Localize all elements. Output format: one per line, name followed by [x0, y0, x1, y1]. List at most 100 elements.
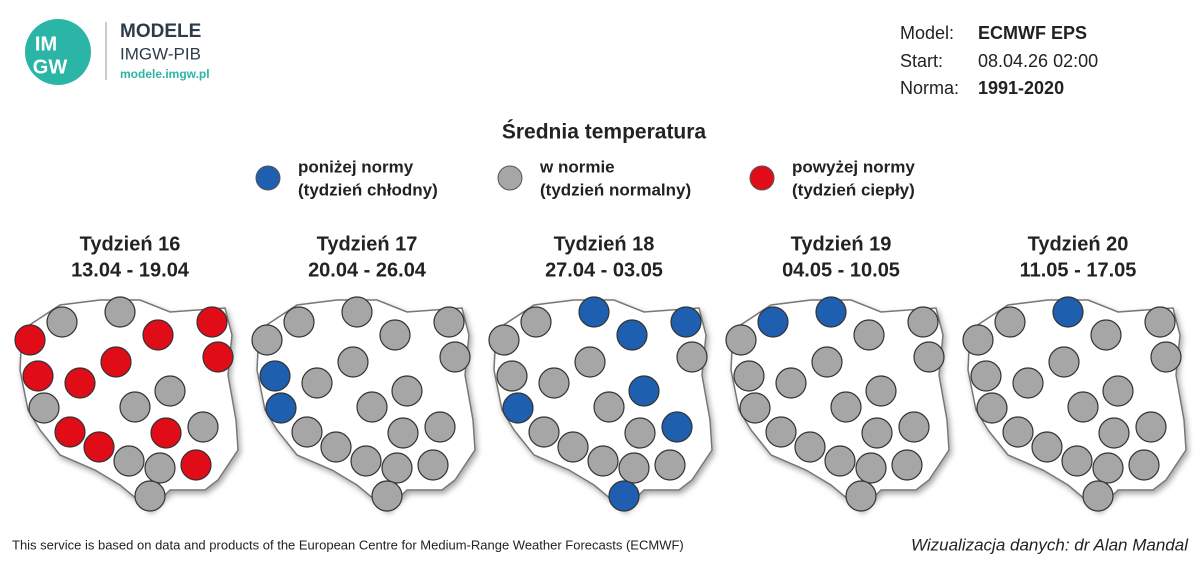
info-value: ECMWF EPS: [978, 23, 1087, 43]
region-marker: [891, 449, 923, 481]
region-marker: [661, 411, 693, 443]
region-marker: [291, 416, 323, 448]
legend-label: (tydzień normalny): [540, 180, 691, 199]
credit: Wizualizacja danych: dr Alan Mandal: [911, 535, 1189, 554]
info-label: Norma:: [900, 78, 959, 98]
region-marker: [379, 319, 411, 351]
region-marker: [356, 391, 388, 423]
logo-text: IM: [35, 33, 57, 55]
region-marker: [913, 341, 945, 373]
legend-swatch: [749, 165, 775, 191]
region-marker: [1144, 306, 1176, 338]
week-map: Tydzień 19 04.05 - 10.05: [725, 233, 950, 512]
region-marker: [811, 346, 843, 378]
region-marker: [104, 296, 136, 328]
info-label: Model:: [900, 23, 954, 43]
region-marker: [865, 375, 897, 407]
region-marker: [794, 431, 826, 463]
region-marker: [624, 417, 656, 449]
week-dates: 04.05 - 10.05: [782, 259, 900, 281]
week-dates: 11.05 - 17.05: [1020, 259, 1137, 281]
logo-text: GW: [33, 56, 68, 78]
logo: IM GW MODELE IMGW-PIB modele.imgw.pl: [25, 19, 210, 85]
region-marker: [725, 324, 757, 356]
region-marker: [341, 296, 373, 328]
region-marker: [578, 296, 610, 328]
region-marker: [54, 416, 86, 448]
week-map: Tydzień 16 13.04 - 19.04: [14, 233, 239, 512]
week-name: Tydzień 18: [554, 233, 655, 255]
region-marker: [855, 452, 887, 484]
region-marker: [46, 306, 78, 338]
region-marker: [14, 324, 46, 356]
region-marker: [1061, 445, 1093, 477]
week-name: Tydzień 19: [791, 233, 892, 255]
info-value: 08.04.26 02:00: [978, 51, 1098, 71]
region-marker: [528, 416, 560, 448]
region-marker: [654, 449, 686, 481]
region-marker: [119, 391, 151, 423]
week-dates: 20.04 - 26.04: [308, 259, 427, 281]
logo-circle: [25, 19, 91, 85]
region-marker: [433, 306, 465, 338]
region-marker: [976, 392, 1008, 424]
region-marker: [144, 452, 176, 484]
region-marker: [1052, 296, 1084, 328]
region-marker: [350, 445, 382, 477]
region-marker: [520, 306, 552, 338]
region-marker: [608, 480, 640, 512]
region-marker: [670, 306, 702, 338]
region-marker: [371, 480, 403, 512]
region-marker: [1067, 391, 1099, 423]
legend-label: poniżej normy: [298, 157, 414, 176]
week-dates: 13.04 - 19.04: [71, 259, 190, 281]
region-marker: [1092, 452, 1124, 484]
region-marker: [994, 306, 1026, 338]
region-marker: [775, 367, 807, 399]
region-marker: [733, 360, 765, 392]
legend: poniżej normy (tydzień chłodny) w normie (t…: [255, 157, 915, 199]
region-marker: [439, 341, 471, 373]
region-marker: [100, 346, 132, 378]
region-marker: [557, 431, 589, 463]
region-marker: [1012, 367, 1044, 399]
region-marker: [1048, 346, 1080, 378]
region-marker: [757, 306, 789, 338]
info-value: 1991-2020: [978, 78, 1064, 98]
region-marker: [154, 375, 186, 407]
region-marker: [853, 319, 885, 351]
brand: MODELE: [120, 21, 201, 42]
week-dates: 27.04 - 03.05: [545, 259, 663, 281]
region-marker: [1128, 449, 1160, 481]
url: modele.imgw.pl: [120, 67, 210, 81]
region-marker: [180, 449, 212, 481]
week-map: Tydzień 18 27.04 - 03.05: [488, 233, 713, 512]
region-marker: [113, 445, 145, 477]
region-marker: [496, 360, 528, 392]
region-marker: [898, 411, 930, 443]
region-marker: [259, 360, 291, 392]
legend-swatch: [497, 165, 523, 191]
region-marker: [1002, 416, 1034, 448]
region-marker: [424, 411, 456, 443]
week-map: Tydzień 20 11.05 - 17.05: [962, 233, 1187, 512]
region-marker: [907, 306, 939, 338]
legend-label: (tydzień ciepły): [792, 180, 915, 199]
region-marker: [538, 367, 570, 399]
region-marker: [830, 391, 862, 423]
week-name: Tydzień 20: [1028, 233, 1129, 255]
title: Średnia temperatura: [502, 120, 707, 144]
region-marker: [1090, 319, 1122, 351]
region-marker: [387, 417, 419, 449]
region-marker: [417, 449, 449, 481]
region-marker: [616, 319, 648, 351]
region-marker: [962, 324, 994, 356]
region-marker: [593, 391, 625, 423]
region-marker: [845, 480, 877, 512]
legend-swatch: [255, 165, 281, 191]
region-marker: [861, 417, 893, 449]
region-marker: [1031, 431, 1063, 463]
region-marker: [381, 452, 413, 484]
region-marker: [628, 375, 660, 407]
